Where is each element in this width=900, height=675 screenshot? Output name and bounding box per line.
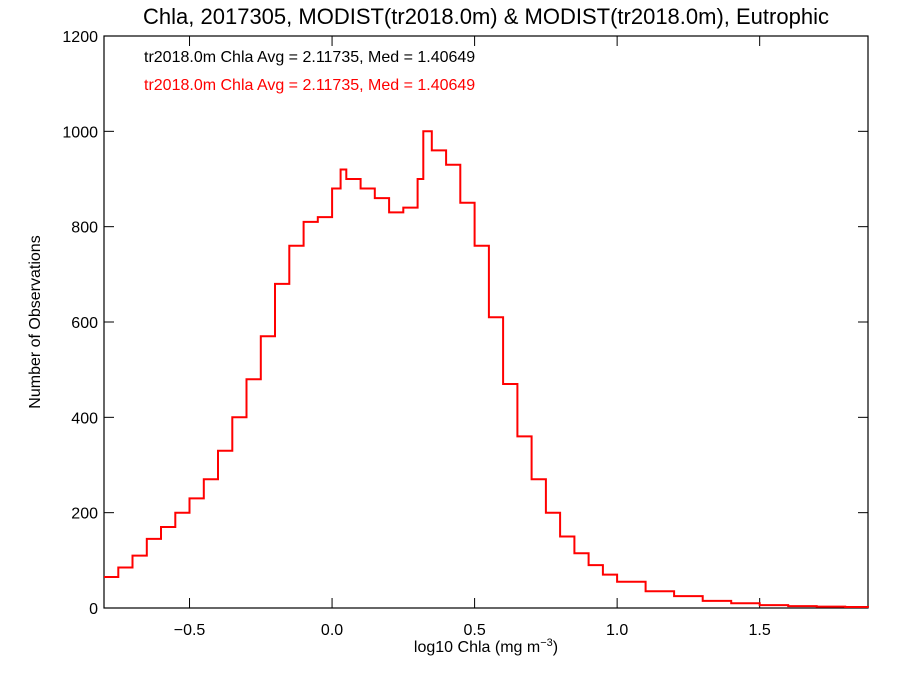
y-axis-ticks: [104, 35, 868, 609]
y-axis-label: Number of Observations: [27, 235, 44, 408]
y-axis-tick-labels: 0 200 400 600 800 1000 1200: [62, 29, 98, 618]
annotation-red: tr2018.0m Chla Avg = 2.11735, Med = 1.40…: [144, 77, 475, 94]
chart-title: Chla, 2017305, MODIST(tr2018.0m) & MODIS…: [143, 4, 829, 29]
series-layer: [104, 130, 869, 608]
y-tick-label: 800: [71, 220, 98, 237]
x-axis-label: log10 Chla (mg m−3): [414, 637, 558, 656]
y-tick-label: 1000: [62, 124, 98, 141]
x-axis-tick-labels: −0.5 0.0 0.5 1.0 1.5: [174, 622, 771, 639]
annotation-black: tr2018.0m Chla Avg = 2.11735, Med = 1.40…: [144, 49, 475, 66]
x-tick-label: 0.0: [321, 622, 343, 639]
plot-frame: [103, 35, 869, 609]
x-tick-label: −0.5: [174, 622, 206, 639]
x-tick-label: 1.0: [606, 622, 628, 639]
x-tick-label: 0.5: [463, 622, 485, 639]
x-axis-label-close: ): [553, 639, 558, 656]
x-axis-label-superscript: −3: [540, 637, 553, 649]
x-axis-label-main: log10 Chla (mg m: [414, 639, 540, 656]
histogram-series-line: [104, 130, 869, 608]
y-tick-label: 400: [71, 410, 98, 427]
y-tick-label: 0: [89, 601, 98, 618]
y-tick-label: 200: [71, 506, 98, 523]
x-tick-label: 1.5: [749, 622, 771, 639]
y-tick-label: 1200: [62, 29, 98, 46]
y-tick-label: 600: [71, 315, 98, 332]
